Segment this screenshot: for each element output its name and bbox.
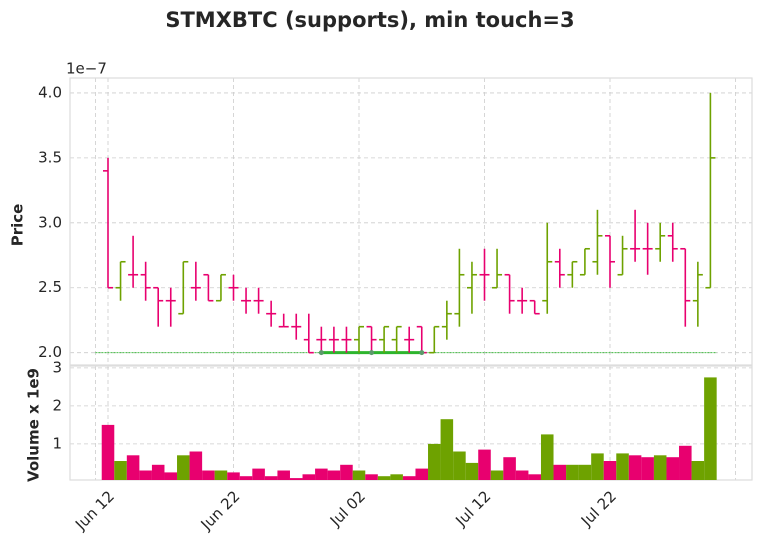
volume-bar — [503, 457, 516, 480]
volume-bar — [151, 464, 165, 480]
volume-bar — [277, 470, 290, 480]
volume-bar — [302, 474, 316, 480]
volume-bar — [490, 470, 504, 480]
volume-bar — [616, 453, 629, 480]
x-tick-label: Jul 02 — [326, 487, 369, 530]
chart-title: STMXBTC (supports), min touch=3 — [165, 8, 574, 32]
volume-tick-label: 3 — [52, 358, 62, 376]
y-tick-label: 4.0 — [38, 83, 62, 101]
volume-bar — [377, 476, 391, 480]
volume-bar — [628, 455, 642, 480]
volume-bar — [327, 470, 341, 480]
volume-bar — [528, 474, 541, 480]
volume-bar — [415, 468, 429, 480]
volume-bar — [679, 445, 692, 480]
y-axis-label: Price — [9, 204, 27, 247]
volume-bar — [591, 453, 604, 480]
volume-bar — [365, 474, 378, 480]
volume-bar — [126, 455, 140, 480]
volume-bar — [227, 472, 240, 480]
support-touch — [318, 350, 324, 356]
x-tick-label: Jul 22 — [577, 487, 620, 530]
volume-tick-label: 1 — [52, 434, 62, 452]
price-frame — [69, 77, 753, 366]
volume-bar — [402, 476, 416, 480]
volume-bar — [691, 461, 705, 480]
volume-bar — [453, 451, 466, 480]
volume-bar — [189, 451, 203, 480]
volume-bar — [390, 474, 403, 480]
volume-bar — [289, 478, 303, 480]
volume-bar — [252, 468, 265, 480]
y-offset-label: 1e−7 — [66, 60, 107, 78]
volume-bar — [114, 461, 127, 480]
volume-bar — [177, 455, 190, 480]
volume-bar — [566, 464, 579, 480]
volume-bar — [239, 476, 253, 480]
volume-bar — [315, 468, 328, 480]
volume-bar — [214, 470, 228, 480]
support-touch — [369, 350, 375, 356]
volume-tick-label: 2 — [52, 396, 62, 414]
volume-bar — [653, 455, 667, 480]
volume-bar — [352, 470, 366, 480]
volume-bar — [340, 464, 353, 480]
volume-bar — [139, 470, 152, 480]
volume-bar — [101, 424, 115, 480]
volume-bar — [603, 461, 617, 480]
y-tick-label: 3.5 — [38, 148, 62, 166]
volume-bar — [540, 434, 554, 480]
volume-bar — [553, 464, 567, 480]
x-tick-label: Jul 12 — [451, 487, 494, 530]
y-tick-label: 2.0 — [38, 343, 62, 361]
volume-bar — [428, 443, 441, 480]
volume-bar — [264, 476, 278, 480]
volume-bar — [202, 470, 215, 480]
x-tick-label: Jun 12 — [71, 487, 118, 534]
support-touch — [419, 350, 425, 356]
volume-bar — [515, 470, 529, 480]
y-tick-label: 2.5 — [38, 278, 62, 296]
volume-axis-label: Volume x 1e9 — [25, 368, 43, 482]
x-tick-label: Jun 22 — [197, 487, 244, 534]
volume-bar — [641, 457, 654, 480]
volume-bar — [704, 377, 717, 480]
volume-bar — [440, 419, 454, 480]
volume-bar — [465, 462, 479, 480]
volume-bar — [478, 449, 491, 480]
volume-bar — [666, 457, 680, 480]
volume-bar — [164, 472, 178, 480]
y-tick-label: 3.0 — [38, 213, 62, 231]
volume-bar — [578, 464, 592, 480]
